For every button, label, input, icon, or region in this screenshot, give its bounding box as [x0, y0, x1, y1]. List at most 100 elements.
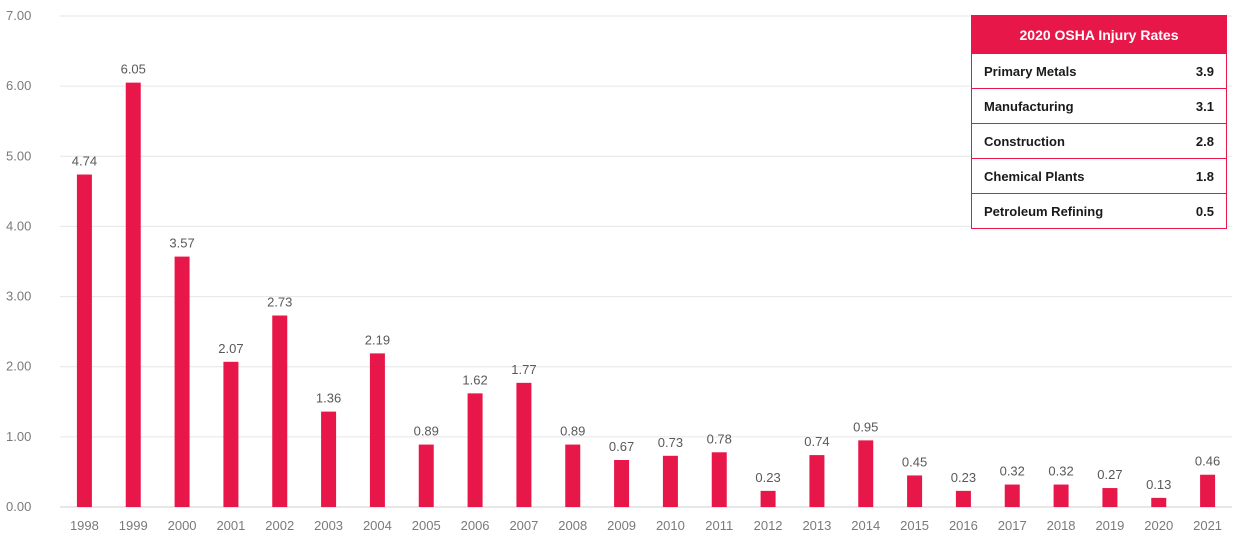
data-label: 0.32 — [1000, 464, 1025, 479]
y-tick-label: 3.00 — [6, 289, 31, 304]
data-label: 3.57 — [169, 236, 194, 251]
x-tick-label: 1998 — [70, 518, 99, 533]
x-tick-label: 2005 — [412, 518, 441, 533]
row-label: Chemical Plants — [971, 158, 1162, 194]
data-label: 0.27 — [1097, 467, 1122, 482]
bar — [467, 393, 483, 507]
x-tick-label: 2011 — [705, 518, 733, 533]
bar — [223, 361, 239, 507]
x-tick-label: 2010 — [656, 518, 685, 533]
data-label: 1.36 — [316, 391, 341, 406]
y-tick-label: 2.00 — [6, 359, 31, 374]
table-header-row: 2020 OSHA Injury Rates — [971, 15, 1227, 54]
bar — [516, 382, 532, 507]
y-tick-label: 0.00 — [6, 499, 31, 514]
x-tick-label: 2017 — [998, 518, 1027, 533]
x-tick-label: 2007 — [509, 518, 538, 533]
bar — [858, 440, 874, 507]
bars — [76, 82, 1216, 507]
data-label: 0.73 — [658, 435, 683, 450]
x-tick-label: 2001 — [216, 518, 245, 533]
data-label: 0.13 — [1146, 477, 1171, 492]
bar — [174, 256, 190, 507]
row-value: 1.8 — [1162, 158, 1227, 194]
data-label: 0.78 — [707, 431, 732, 446]
x-tick-label: 1999 — [119, 518, 148, 533]
y-tick-label: 6.00 — [6, 78, 31, 93]
bar — [907, 475, 923, 507]
table-row: Construction 2.8 — [971, 123, 1227, 159]
bar — [1151, 497, 1167, 507]
bar — [1053, 484, 1069, 507]
row-value: 2.8 — [1162, 123, 1227, 159]
bar — [76, 174, 92, 507]
data-label: 0.74 — [804, 434, 829, 449]
y-tick-label: 4.00 — [6, 218, 31, 233]
table-title: 2020 OSHA Injury Rates — [971, 15, 1227, 54]
row-value: 3.1 — [1162, 88, 1227, 124]
data-label: 2.07 — [218, 341, 243, 356]
data-label: 0.89 — [560, 424, 585, 439]
bar — [1004, 484, 1020, 507]
row-label: Manufacturing — [971, 88, 1162, 124]
data-label: 2.73 — [267, 295, 292, 310]
bar — [1102, 488, 1118, 507]
bar — [369, 353, 385, 507]
y-tick-label: 7.00 — [6, 8, 31, 23]
x-tick-label: 2003 — [314, 518, 343, 533]
x-tick-label: 2002 — [265, 518, 294, 533]
row-value: 0.5 — [1162, 193, 1227, 229]
x-tick-label: 2006 — [461, 518, 490, 533]
gridlines — [60, 15, 1232, 508]
y-tick-label: 5.00 — [6, 148, 31, 163]
x-tick-label: 2004 — [363, 518, 392, 533]
y-tick-label: 1.00 — [6, 429, 31, 444]
data-label: 0.95 — [853, 419, 878, 434]
bar — [272, 315, 288, 507]
table-row: Manufacturing 3.1 — [971, 88, 1227, 124]
data-label: 0.46 — [1195, 454, 1220, 469]
x-tick-label: 2015 — [900, 518, 929, 533]
y-axis-ticks: 0.00 1.00 2.00 3.00 4.00 5.00 6.00 7.00 — [6, 8, 31, 514]
bar — [565, 444, 581, 507]
bar — [711, 452, 727, 507]
data-label: 0.45 — [902, 454, 927, 469]
bar — [418, 444, 434, 507]
row-label: Petroleum Refining — [971, 193, 1162, 229]
bar — [662, 455, 678, 507]
x-tick-label: 2000 — [168, 518, 197, 533]
bar — [809, 455, 825, 507]
x-tick-label: 2013 — [802, 518, 831, 533]
data-label: 0.23 — [951, 470, 976, 485]
bar — [614, 460, 630, 507]
x-axis-ticks: 1998 1999 2000 2001 2002 2003 2004 2005 2006 2007… — [70, 518, 1222, 533]
bar — [955, 490, 971, 507]
x-tick-label: 2014 — [851, 518, 880, 533]
bar — [1200, 474, 1216, 507]
data-label: 0.23 — [755, 470, 780, 485]
data-label: 0.89 — [414, 424, 439, 439]
data-label: 4.74 — [72, 154, 97, 169]
table-row: Chemical Plants 1.8 — [971, 158, 1227, 194]
data-label: 6.05 — [121, 62, 146, 77]
bar — [125, 82, 141, 507]
x-tick-label: 2012 — [754, 518, 783, 533]
data-label: 1.62 — [462, 372, 487, 387]
data-labels: 4.74 6.05 3.57 2.07 2.73 1.36 2.19 0.89 1.62 1.77… — [72, 62, 1220, 492]
table-row: Petroleum Refining 0.5 — [971, 193, 1227, 229]
row-label: Construction — [971, 123, 1162, 159]
data-label: 0.32 — [1048, 464, 1073, 479]
x-tick-label: 2020 — [1144, 518, 1173, 533]
x-tick-label: 2019 — [1095, 518, 1124, 533]
osha-injury-rates-table: 2020 OSHA Injury Rates Primary Metals 3.… — [971, 15, 1227, 229]
x-tick-label: 2008 — [558, 518, 587, 533]
x-tick-label: 2016 — [949, 518, 978, 533]
bar — [321, 411, 337, 507]
data-label: 2.19 — [365, 332, 390, 347]
data-label: 0.67 — [609, 439, 634, 454]
x-tick-label: 2018 — [1047, 518, 1076, 533]
data-label: 1.77 — [511, 362, 536, 377]
row-value: 3.9 — [1162, 53, 1227, 89]
bar — [760, 490, 776, 507]
